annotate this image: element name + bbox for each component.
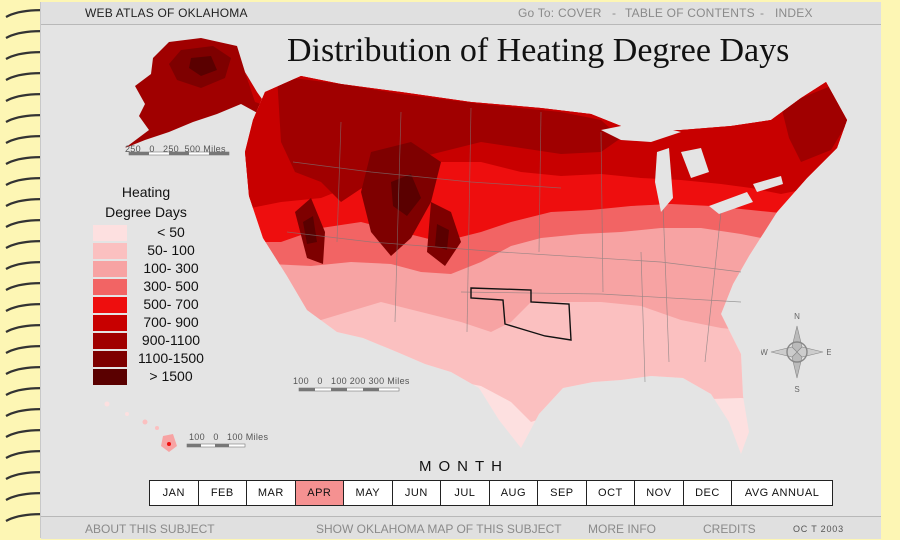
atlas-title: WEB ATLAS OF OKLAHOMA [85, 6, 248, 20]
alaska-scale-bar [128, 151, 230, 156]
month-button-mar[interactable]: MAR [247, 481, 296, 505]
legend-item: 300- 500 [93, 278, 223, 296]
legend-label: 700- 900 [143, 314, 199, 330]
month-button-dec[interactable]: DEC [684, 481, 733, 505]
hawaii-map [104, 401, 177, 452]
legend-item: 900-1100 [93, 332, 223, 350]
month-button-avg-annual[interactable]: AVG ANNUAL [744, 487, 820, 499]
legend-item: 50- 100 [93, 242, 223, 260]
map-title: Distribution of Heating Degree Days [287, 32, 790, 69]
great-lakes [601, 122, 783, 214]
about-this-subject-link[interactable]: ABOUT THIS SUBJECT [85, 522, 215, 536]
month-button-oct[interactable]: OCT [587, 481, 636, 505]
conus-scale-label: 100 0 100 200 300 Miles [293, 376, 410, 386]
compass-rose: N S E W [761, 312, 831, 392]
legend-label: 900-1100 [141, 332, 201, 348]
alaska-map [125, 38, 267, 148]
legend-item: 1100-1500 [93, 350, 223, 368]
publication-date: OC T 2003 [793, 524, 844, 534]
nav-link-cover[interactable]: COVER [558, 6, 602, 20]
legend-label: > 1500 [149, 368, 193, 384]
legend-item: > 1500 [93, 368, 223, 386]
nav-separator: - [760, 6, 765, 20]
legend-swatch [93, 225, 127, 241]
month-button-apr[interactable]: APR [295, 481, 345, 505]
legend-item: 500- 700 [93, 296, 223, 314]
month-button-feb[interactable]: FEB [199, 481, 248, 505]
compass-n: N [794, 312, 800, 321]
nav-link-index[interactable]: INDEX [775, 6, 813, 20]
top-navigation-bar: WEB ATLAS OF OKLAHOMA Go To: COVER - TAB… [41, 2, 881, 25]
legend-item: 100- 300 [93, 260, 223, 278]
show-oklahoma-map-link[interactable]: SHOW OKLAHOMA MAP OF THIS SUBJECT [316, 522, 562, 536]
legend-swatch [93, 243, 127, 259]
conus-scale-bar [298, 387, 400, 392]
compass-s: S [794, 385, 799, 392]
legend-swatch [93, 351, 127, 367]
legend-label: < 50 [157, 224, 185, 240]
legend-label: 1100-1500 [138, 350, 204, 366]
month-button-nov[interactable]: NOV [635, 481, 684, 505]
atlas-page: WEB ATLAS OF OKLAHOMA Go To: COVER - TAB… [40, 2, 881, 539]
legend-swatch [93, 261, 127, 277]
month-button-may[interactable]: MAY [344, 481, 393, 505]
legend-label: 500- 700 [143, 296, 199, 312]
nav-link-table-of-contents[interactable]: TABLE OF CONTENTS [625, 6, 755, 20]
month-button-aug[interactable]: AUG [490, 481, 539, 505]
month-button-jul[interactable]: JUL [441, 481, 490, 505]
compass-w: W [761, 348, 768, 357]
month-selector: JAN FEB MAR APR MAY JUN JUL AUG SEP OCT NOV DEC AVG … [149, 480, 833, 506]
goto-label: Go To: [518, 6, 555, 20]
month-button-jan[interactable]: JAN [150, 481, 199, 505]
conus-map [245, 76, 847, 454]
legend-title: Heating Degree Days [105, 184, 187, 220]
legend-label: 100- 300 [143, 260, 199, 276]
month-button-jun[interactable]: JUN [393, 481, 442, 505]
heating-degree-days-map [104, 38, 847, 454]
month-button-sep[interactable]: SEP [538, 481, 587, 505]
credits-link[interactable]: CREDITS [703, 522, 756, 536]
hawaii-scale-bar [186, 443, 246, 448]
legend-swatch [93, 315, 127, 331]
nav-separator: - [612, 6, 617, 20]
hawaii-scale-label: 100 0 100 Miles [189, 432, 269, 442]
month-label: MONTH [419, 458, 509, 475]
legend-item: < 50 [93, 224, 223, 242]
legend-item: 700- 900 [93, 314, 223, 332]
legend-label: 50- 100 [147, 242, 195, 258]
bottom-navigation-bar: ABOUT THIS SUBJECT SHOW OKLAHOMA MAP OF … [41, 516, 881, 539]
legend-swatch [93, 369, 127, 385]
more-info-link[interactable]: MORE INFO [588, 522, 656, 536]
legend-swatch [93, 279, 127, 295]
legend-label: 300- 500 [143, 278, 199, 294]
alaska-scale-label: 250 0 250 500 Miles [125, 144, 226, 154]
legend-swatch [93, 297, 127, 313]
compass-e: E [826, 348, 831, 357]
legend-swatch [93, 333, 127, 349]
oklahoma-outline [470, 287, 572, 341]
